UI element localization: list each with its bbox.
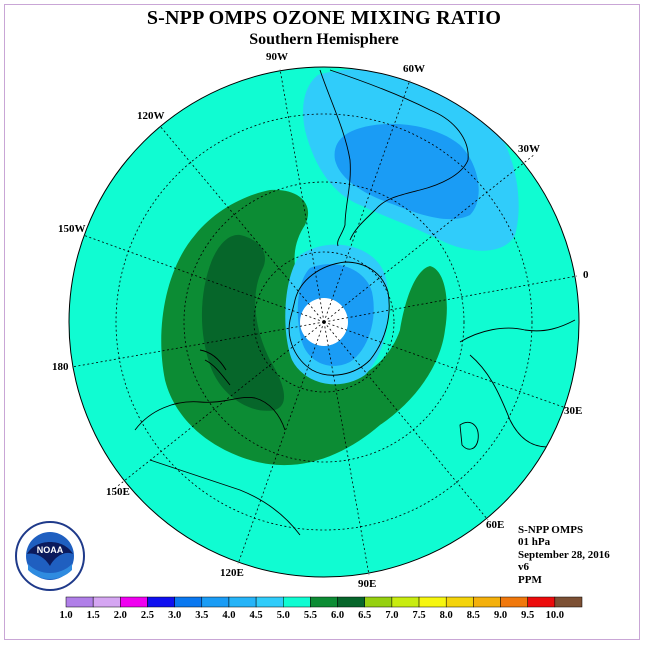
latitude-circle-outer	[115, 113, 533, 531]
lon-label-30e: 30E	[564, 405, 582, 417]
logo-text: NOAA	[37, 545, 64, 555]
graticule	[71, 68, 578, 576]
map-title: S-NPP OMPS OZONE MIXING RATIO	[146, 7, 502, 29]
noaa-logo: NOAA	[15, 521, 85, 591]
colorbar-swatch	[228, 596, 257, 608]
map-boundary	[68, 66, 580, 578]
colorbar-swatch	[92, 596, 121, 608]
info-level: 01 hPa	[518, 536, 551, 549]
coast-madagascar	[459, 421, 479, 450]
map-subtitle: Southern Hemisphere	[249, 31, 399, 48]
lon-label-120w: 120W	[137, 110, 165, 122]
colorbar-swatch	[201, 596, 230, 608]
colorbar-label: 2.0	[114, 610, 127, 621]
colorbar-swatch	[418, 596, 447, 608]
colorbar-swatch	[147, 596, 175, 608]
blue-contour-atlantic	[334, 123, 479, 220]
info-block: S-NPP OMPS 01 hPa September 28, 2016 v6 …	[518, 524, 610, 586]
colorbar-label: 8.0	[440, 610, 453, 621]
meridian-180	[71, 321, 325, 368]
colorbar: 1.0 1.5 2.0 2.5 3.0 3.5 4.0 4.5 5.0 5.5 6.0 6.5 7.0 7…	[59, 596, 583, 621]
latitude-circle-inner	[253, 251, 395, 393]
colorbar-label: 9.5	[521, 610, 534, 621]
colorbar-swatch	[255, 596, 284, 608]
colorbar-label: 3.0	[168, 610, 181, 621]
colorbar-label: 3.5	[195, 610, 208, 621]
colorbar-swatch	[500, 596, 528, 608]
info-version: v6	[518, 561, 529, 574]
colorbar-label: 5.5	[304, 610, 317, 621]
colorbar-label: 6.5	[358, 610, 371, 621]
colorbar-label: 9.0	[494, 610, 507, 621]
colorbar-label: 4.5	[250, 610, 263, 621]
colorbar-swatch	[337, 596, 365, 608]
colorbar-label: 1.0	[59, 610, 72, 621]
lon-label-150e: 150E	[106, 486, 130, 498]
lon-label-180: 180	[52, 361, 69, 373]
colorbar-swatch	[283, 596, 311, 608]
lon-label-30w: 30W	[518, 143, 540, 155]
coast-australia	[134, 396, 301, 536]
info-date: September 28, 2016	[518, 548, 610, 561]
colorbar-swatch	[120, 596, 148, 608]
colorbar-label: 7.0	[385, 610, 398, 621]
colorbar-label: 4.0	[222, 610, 235, 621]
lon-label-60e: 60E	[486, 519, 504, 531]
colorbar-swatch	[364, 596, 393, 608]
colorbar-swatch	[310, 596, 338, 608]
dark-green-contour	[201, 234, 285, 411]
colorbar-swatch	[65, 596, 94, 608]
info-instrument: S-NPP OMPS	[518, 524, 584, 536]
colorbar-swatch	[174, 596, 203, 608]
coast-africa	[459, 319, 576, 448]
colorbar-swatch	[445, 596, 474, 608]
info-units: PPM	[518, 573, 542, 586]
page-frame	[4, 4, 640, 640]
colorbar-label: 10.0	[546, 610, 564, 621]
coast-new-zealand	[199, 349, 231, 386]
lon-label-150w: 150W	[58, 223, 86, 235]
colorbar-label: 5.0	[277, 610, 290, 621]
colorbar-label: 1.5	[87, 610, 100, 621]
logo-wave-icon	[28, 564, 72, 579]
lon-label-90w: 90W	[266, 51, 288, 63]
colorbar-label: 2.5	[141, 610, 154, 621]
meridian-120w	[159, 125, 325, 323]
colorbar-label: 6.0	[331, 610, 344, 621]
colorbar-swatch	[527, 596, 556, 608]
colorbar-swatch	[391, 596, 420, 608]
colorbar-label: 7.5	[412, 610, 425, 621]
colorbar-label: 8.5	[467, 610, 480, 621]
lon-label-90e: 90E	[358, 578, 376, 590]
latitude-circle-middle	[183, 181, 465, 463]
colorbar-swatch	[554, 596, 583, 608]
colorbar-swatch	[473, 596, 501, 608]
logo-bird-icon	[27, 542, 73, 566]
lon-label-120e: 120E	[220, 567, 244, 579]
coast-south-america	[319, 69, 469, 247]
lon-label-60w: 60W	[403, 63, 425, 75]
lon-label-0: 0	[583, 269, 589, 281]
